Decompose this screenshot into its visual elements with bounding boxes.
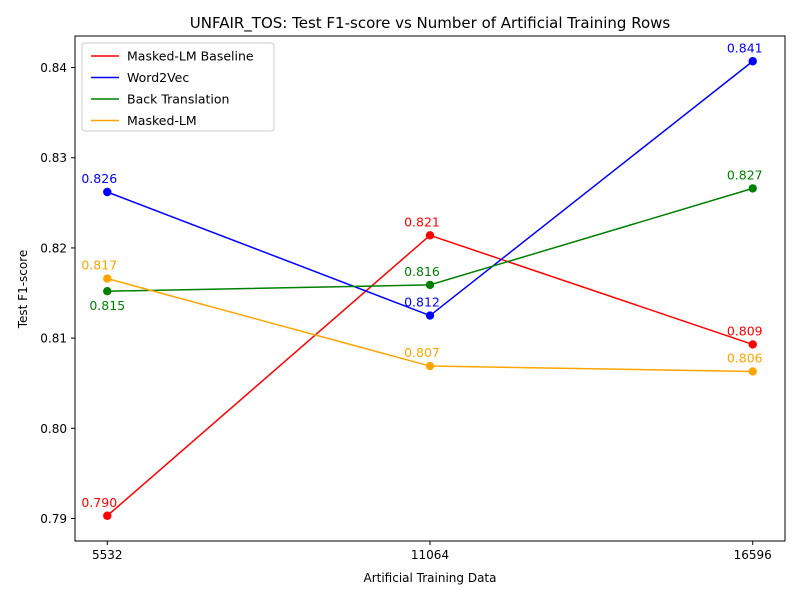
- x-tick-label: 11064: [411, 548, 449, 562]
- series-layer: 0.790 0.821 0.809 0.826 0.812 0.841 0.815 0.816…: [81, 40, 763, 520]
- data-point: [425, 231, 435, 240]
- data-label: 0.790: [81, 495, 117, 510]
- data-label: 0.816: [404, 264, 440, 279]
- data-label: 0.841: [727, 40, 763, 55]
- series-masked-lm-baseline: 0.790 0.821 0.809: [81, 214, 763, 520]
- data-point: [425, 361, 435, 371]
- data-label: 0.807: [404, 345, 440, 360]
- data-label: 0.826: [81, 171, 117, 186]
- series-masked-lm: 0.817 0.807 0.806: [81, 258, 763, 376]
- y-tick-label: 0.79: [40, 512, 67, 526]
- y-tick-label: 0.82: [40, 241, 67, 255]
- x-axis-label: Artificial Training Data: [364, 571, 497, 585]
- data-point: [103, 287, 112, 296]
- data-point: [425, 280, 435, 290]
- data-label: 0.812: [404, 295, 440, 310]
- data-point: [103, 274, 112, 283]
- chart-title: UNFAIR_TOS: Test F1-score vs Number of A…: [190, 14, 671, 33]
- data-label: 0.815: [89, 298, 125, 313]
- x-tick-label: 5532: [92, 548, 123, 562]
- data-point: [748, 184, 757, 193]
- data-point: [748, 57, 757, 66]
- data-label: 0.821: [404, 214, 440, 229]
- data-point: [748, 340, 757, 349]
- y-tick-label: 0.80: [40, 422, 67, 436]
- data-label: 0.817: [81, 258, 117, 273]
- series-word2vec: 0.826 0.812 0.841: [81, 40, 763, 320]
- y-axis: 0.79 0.80 0.81 0.82 0.83 0.84: [40, 61, 75, 526]
- legend-label: Back Translation: [127, 92, 229, 107]
- y-axis-label: Test F1-score: [16, 250, 30, 330]
- y-tick-label: 0.81: [40, 332, 67, 346]
- data-point: [425, 311, 435, 320]
- series-back-translation: 0.815 0.816 0.827: [89, 167, 762, 313]
- legend-label: Masked-LM: [127, 113, 197, 128]
- legend-box: [81, 42, 275, 132]
- data-point: [103, 511, 112, 520]
- legend: Masked-LM Baseline Word2Vec Back Translati…: [81, 42, 275, 132]
- data-label: 0.827: [727, 167, 763, 182]
- data-label: 0.806: [727, 350, 763, 365]
- legend-label: Word2Vec: [127, 70, 189, 85]
- x-tick-label: 16596: [734, 548, 772, 562]
- data-point: [748, 367, 757, 376]
- y-tick-label: 0.84: [40, 61, 67, 75]
- x-axis: 5532 11064 16596: [92, 541, 772, 562]
- legend-label: Masked-LM Baseline: [127, 49, 254, 64]
- data-point: [103, 187, 112, 197]
- data-label: 0.809: [727, 323, 763, 338]
- y-tick-label: 0.83: [40, 151, 67, 165]
